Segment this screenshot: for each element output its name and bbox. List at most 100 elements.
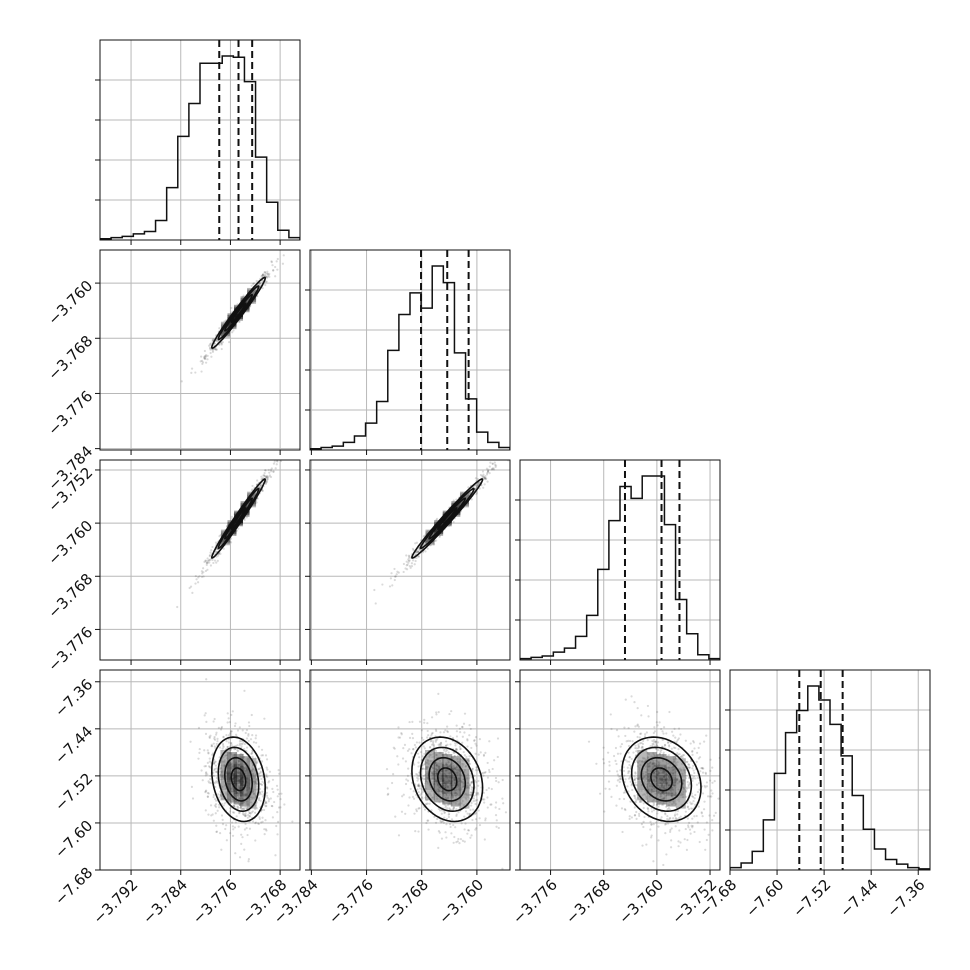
scatter-point [249, 738, 253, 741]
scatter-point [203, 714, 206, 717]
scatter-point [711, 766, 714, 769]
scatter-point [406, 749, 410, 752]
scatter-point [203, 349, 206, 353]
scatter-point [414, 542, 417, 545]
scatter-point [496, 755, 499, 759]
scatter-point [421, 767, 424, 770]
scatter-point [191, 591, 194, 594]
scatter-point [204, 732, 208, 735]
scatter-point [269, 475, 273, 479]
scatter-point [645, 843, 648, 846]
scatter-point [264, 272, 267, 275]
scatter-point [247, 858, 250, 861]
scatter-point [659, 751, 662, 754]
scatter-point [405, 554, 408, 557]
scatter-point [483, 483, 486, 486]
density-cell [220, 760, 231, 771]
scatter-point [418, 741, 421, 744]
scatter-point [274, 467, 277, 470]
scatter-point [204, 809, 207, 812]
scatter-point [268, 780, 271, 783]
scatter-point [264, 754, 268, 757]
scatter-point [417, 550, 420, 553]
scatter-point [486, 470, 490, 473]
scatter-point [405, 560, 408, 563]
scatter-point [455, 841, 458, 844]
scatter-point [270, 469, 273, 473]
y-tick-label: −7.60 [51, 817, 96, 862]
scatter-point [640, 800, 643, 803]
scatter-point [281, 262, 285, 265]
scatter-point [276, 257, 279, 261]
scatter-point [422, 535, 425, 538]
scatter-point [209, 551, 212, 554]
scatter-point [254, 822, 257, 825]
scatter-point [224, 827, 227, 831]
scatter-point [621, 830, 624, 834]
scatter-point [206, 561, 209, 564]
scatter-point [275, 260, 278, 263]
scatter-point [258, 816, 261, 819]
scatter-point [693, 771, 696, 775]
scatter-point [263, 474, 266, 477]
scatter-point [262, 808, 266, 812]
scatter-point [261, 780, 264, 783]
density-cell [425, 750, 435, 761]
scatter-point [260, 275, 263, 278]
scatter-point [646, 807, 649, 810]
scatter-point [651, 742, 654, 746]
scatter-point [478, 487, 481, 490]
scatter-point [475, 794, 478, 797]
scatter-point [470, 781, 474, 784]
scatter-point [229, 742, 232, 745]
scatter-point [264, 800, 267, 803]
y-tick-label: −3.768 [44, 570, 96, 622]
scatter-point [264, 270, 267, 274]
scatter-point [666, 808, 669, 811]
scatter-point [652, 801, 655, 805]
y-tick-label: −3.760 [44, 517, 96, 569]
scatter-point [248, 815, 251, 818]
scatter-point [482, 475, 485, 478]
scatter-point [405, 564, 408, 567]
scatter-point [387, 792, 390, 795]
scatter-point [435, 539, 438, 542]
scatter-point [269, 468, 272, 471]
scatter-point [211, 349, 214, 352]
scatter-point [423, 718, 426, 721]
scatter-point [486, 761, 489, 765]
scatter-point [637, 745, 641, 749]
scatter-point [624, 808, 627, 812]
scatter-point [650, 823, 653, 826]
scatter-point [263, 271, 266, 274]
scatter-point [417, 785, 420, 788]
scatter-point [618, 775, 622, 778]
scatter-point [215, 348, 218, 351]
scatter-point [255, 279, 258, 283]
scatter-point [430, 732, 434, 735]
scatter-point [209, 558, 212, 561]
scatter-point [261, 820, 264, 823]
scatter-point [643, 815, 646, 819]
scatter-point [209, 348, 212, 351]
scatter-point [199, 360, 202, 363]
scatter-point [627, 777, 631, 780]
scatter-point [265, 801, 268, 805]
scatter-point [216, 740, 219, 743]
scatter-point [263, 828, 266, 831]
scatter-point [260, 754, 263, 757]
scatter-point [674, 746, 677, 750]
scatter-point [272, 269, 275, 272]
scatter-point [233, 724, 237, 728]
scatter-point [413, 763, 416, 766]
scatter-point [484, 478, 487, 481]
scatter-point [640, 714, 643, 717]
scatter-point [687, 763, 691, 766]
scatter-point [704, 786, 707, 789]
scatter-point [687, 786, 690, 789]
scatter-point [215, 780, 218, 783]
scatter-point [475, 798, 479, 802]
scatter-point [703, 828, 706, 831]
scatter-point [651, 739, 654, 742]
scatter-point [261, 754, 265, 757]
